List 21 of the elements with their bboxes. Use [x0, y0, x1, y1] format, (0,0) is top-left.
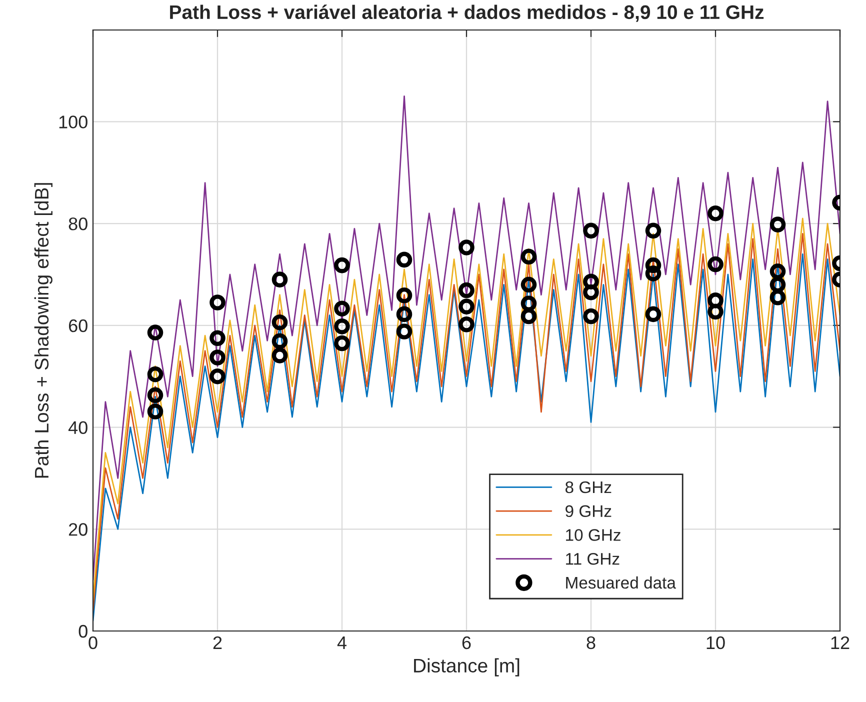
- y-tick-label: 20: [68, 523, 88, 536]
- x-tick-label: 6: [462, 636, 471, 650]
- legend-label: 10 GHz: [566, 529, 620, 541]
- legend-label: Mesuared data: [566, 576, 676, 589]
- x-tick-label: 2: [213, 636, 222, 649]
- y-tick-label: 40: [68, 421, 88, 434]
- x-axis-title: Distance [m]: [414, 658, 520, 676]
- y-tick-label: 80: [68, 217, 88, 230]
- x-tick-label: 8: [586, 636, 596, 650]
- x-tick-label: 0: [88, 636, 98, 650]
- x-tick-label: 10: [706, 636, 725, 650]
- x-tick-label: 12: [831, 636, 850, 649]
- x-tick-label: 4: [337, 636, 346, 649]
- y-tick-label: 0: [78, 624, 88, 638]
- legend-label: 11 GHz: [566, 552, 620, 565]
- chart-title: Path Loss + variável aleatoria + dados medidos - 8,9 10 e 11 GHz: [170, 4, 764, 22]
- legend-label: 8 GHz: [565, 481, 612, 494]
- y-tick-label: 60: [68, 319, 88, 332]
- y-axis-title: Path Loss + Shadowing effect [dB]: [34, 183, 52, 478]
- y-tick-label: 100: [59, 116, 88, 128]
- legend-label: 9 GHz: [566, 505, 612, 518]
